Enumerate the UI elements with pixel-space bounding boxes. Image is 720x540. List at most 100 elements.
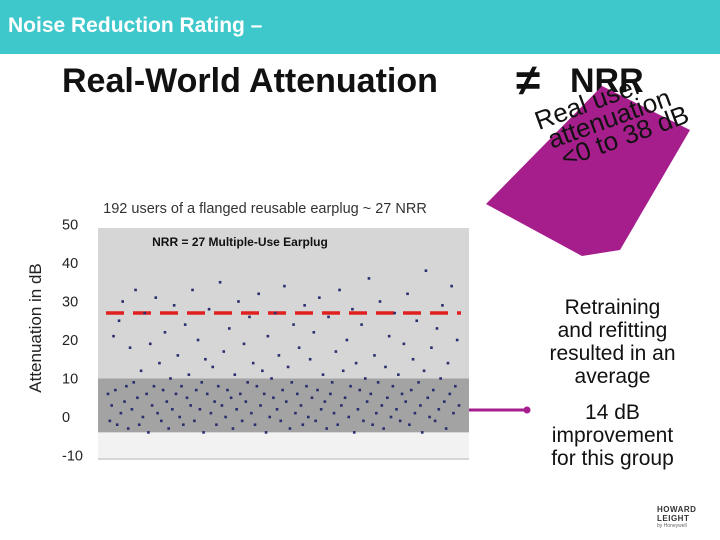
data-point [156,411,159,415]
data-point [380,404,384,407]
data-point [183,323,187,326]
data-point [345,338,349,342]
data-point [262,392,266,396]
data-point [442,400,446,403]
improvement-text: 14 dB improvement for this group [520,401,705,470]
data-point [132,381,136,384]
data-point [433,419,437,423]
data-point [112,334,115,338]
data-point [455,338,459,342]
data-point [255,384,259,388]
data-point [200,381,204,384]
retraining-line-4: average [574,365,651,388]
data-point [215,423,218,426]
data-point [327,315,330,319]
data-point [422,369,426,373]
y-tick-label: 30 [62,295,78,311]
data-point [408,423,411,426]
data-point [139,369,143,373]
data-point [437,408,441,411]
data-point [251,361,255,365]
retraining-text: Retraining and refitting resulted in an … [520,296,705,388]
data-point [174,392,178,396]
data-point [354,361,358,365]
data-point [272,396,275,400]
data-point [239,392,242,396]
data-point [205,392,209,396]
improvement-line-1: 14 dB [585,401,640,424]
data-point [341,369,345,373]
data-point [375,411,378,415]
data-point [165,400,169,403]
data-point [253,423,257,426]
data-point [428,415,431,419]
y-tick-label: 10 [62,372,78,388]
data-point [180,384,183,388]
data-point [106,392,110,396]
data-point [308,357,312,361]
data-point [141,415,145,419]
data-point [406,292,409,296]
data-point [250,411,253,415]
data-point [211,365,215,369]
data-point [268,415,272,419]
data-point [143,311,147,315]
data-point [351,307,354,311]
data-point [158,361,161,365]
data-point [189,404,192,407]
data-point [409,388,413,392]
data-point [229,396,233,400]
data-point [126,427,130,430]
data-point [411,357,415,361]
data-point [115,423,119,426]
data-point [233,373,237,376]
data-point [114,388,117,392]
data-point [400,392,404,396]
data-point [161,388,165,392]
data-point [430,346,433,349]
data-point [441,304,444,307]
data-point [439,377,442,380]
data-point [231,427,235,430]
data-point [242,342,246,346]
data-point [419,404,422,407]
data-point [207,307,211,311]
data-point [226,388,229,392]
data-point [284,400,288,403]
data-point [275,408,279,411]
data-point [237,300,240,303]
data-point [220,404,224,407]
data-point [356,408,360,411]
data-point [426,396,430,400]
data-point [446,361,450,365]
data-point [382,427,385,430]
data-point [130,408,134,411]
data-point [224,415,227,419]
data-point [202,431,205,434]
bottom-strip [98,432,469,458]
data-point [218,280,222,284]
retraining-line-2: and refitting [557,319,668,342]
data-point [391,384,395,388]
data-point [347,415,351,419]
data-point [270,377,273,380]
data-point [191,288,194,292]
data-point [136,396,139,400]
data-point [266,334,270,338]
data-point [167,427,170,430]
data-point [338,288,341,292]
data-point [292,323,295,326]
data-point [373,354,376,357]
data-point [307,415,310,419]
data-point [444,427,448,430]
data-point [288,427,292,430]
data-point [310,396,314,400]
data-point [404,400,408,403]
data-point [450,284,453,288]
data-point [259,404,262,407]
data-point [343,396,347,400]
chart-title: 192 users of a flanged reusable earplug … [103,201,427,217]
data-point [318,296,321,299]
data-point [457,404,461,407]
